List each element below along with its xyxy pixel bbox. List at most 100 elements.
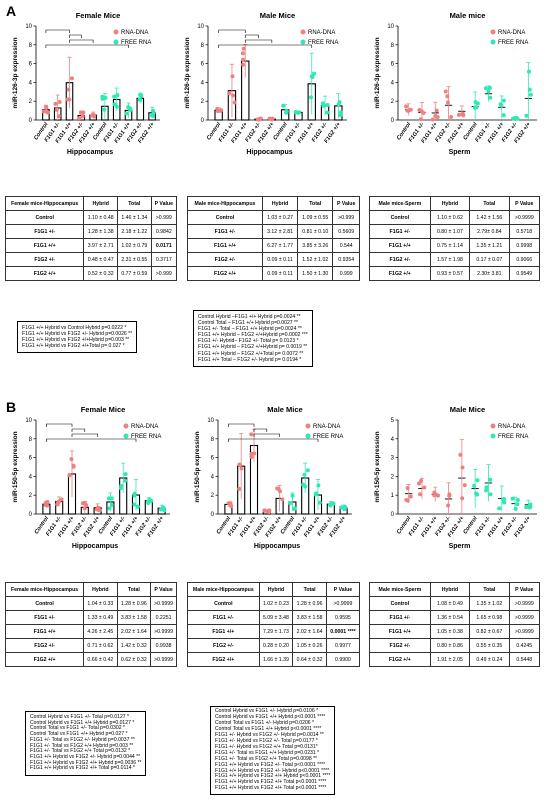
data-point	[82, 506, 87, 511]
data-point	[316, 483, 321, 488]
table-row: F1G2 +/+ 0.09 ± 0.11 1.50 ± 1.30 0.999	[187, 266, 360, 281]
table-header-cell: Hybrid	[261, 196, 299, 211]
table-cell: 1.35 ± 1.21	[469, 238, 510, 253]
table-cell: F1G2 +/+	[369, 652, 431, 667]
data-point	[527, 87, 532, 92]
legend-label: RNA-DNA	[498, 30, 525, 36]
stats-line: F1G1 +/+ Hybrid vs F1G2 +/+Total p= 0.02…	[22, 343, 125, 350]
panel-letter-b: B	[6, 399, 17, 415]
data-point	[71, 464, 76, 469]
data-point	[45, 500, 50, 505]
table-cell: 2.18 ± 1.22	[116, 224, 152, 239]
table-cell: 1.04 ± 0.33	[83, 596, 118, 611]
stats-line: Control Total vs F1G1 +/- Total p=0.0302…	[30, 725, 125, 732]
table-row: F1G1 +/- 1.28 ± 1.38 2.18 ± 1.22 0.9842	[4, 224, 178, 239]
data-point	[445, 94, 450, 99]
legend-label: FREE RNA	[308, 40, 338, 46]
x-axis-label: Hippocampus	[246, 149, 292, 156]
stats-line: F1G1 +/+ Hybrid vs F1G2 +/- Hybrid p=0.0…	[22, 331, 133, 338]
y-tick-label: 6	[29, 62, 33, 68]
significance-bracket	[69, 39, 94, 43]
data-point	[231, 93, 236, 98]
data-point	[119, 483, 124, 488]
table-cell: F1G1 +/-	[369, 224, 431, 239]
table-cell: 0.09 ± 0.11	[261, 252, 299, 267]
stats-line: F1G1 +/+ Hybrid – F1G2 +/+Hybrid p=0.000…	[198, 332, 308, 339]
data-point	[406, 108, 411, 113]
data-point	[515, 497, 520, 502]
y-tick-label: 1	[391, 493, 395, 499]
data-point	[249, 432, 254, 437]
table-b-female: Female mice-Hippocampus Hybrid Total P Valu…	[4, 582, 177, 667]
table-cell: F1G1 +/+	[4, 624, 85, 639]
data-point	[147, 497, 152, 502]
data-point	[434, 492, 439, 497]
table-cell: 1.66 ± 1.39	[258, 652, 294, 667]
table-cell: 1.28 ± 0.96	[116, 596, 152, 611]
stats-line: F1G1 +/- Hybrid vs F1G2 +/- Total p=0.01…	[215, 737, 318, 744]
table-cell: F1G1 +/+	[4, 238, 85, 253]
table-cell: Control	[187, 210, 263, 225]
chart-title: Male Mice	[450, 405, 485, 414]
table-cell: F1G1 +/-	[4, 610, 85, 625]
table-cell: 5.09 ± 3.48	[258, 610, 294, 625]
data-point	[308, 95, 313, 100]
data-point	[449, 114, 454, 119]
table-row: F1G1 +/- 5.09 ± 3.48 3.83 ± 1.58 0.9595	[187, 610, 361, 625]
data-point	[78, 110, 83, 115]
data-point	[109, 496, 114, 501]
table-row: F1G2 +/+ 0.52 ± 0.32 0.77 ± 0.59 >0.999	[4, 266, 178, 281]
data-point	[258, 116, 263, 121]
stats-box-a-male: Control Hybrid –F1G1 +/+ Hybrid p=0.0024…	[193, 310, 313, 367]
table-row: Control 1.10 ± 0.62 1.42 ± 1.56 >0.9999	[369, 210, 541, 225]
table-cell: F1G1 +/+	[369, 238, 431, 253]
table-header-cell: Male mice-Hippocampus	[187, 196, 263, 211]
data-point	[342, 507, 347, 512]
table-cell: 0.5448	[508, 652, 541, 667]
significance-bracket	[253, 428, 268, 432]
table-cell: 0.17 ± 0.07	[469, 252, 510, 267]
chart-svg-b-female: Female Mice miR-150-5p expression 0 2 4 6 8 10 R…	[12, 405, 170, 550]
data-point	[80, 114, 85, 119]
table-cell: 0.93 ± 0.57	[429, 266, 471, 281]
data-point	[526, 69, 531, 74]
data-point	[132, 491, 137, 496]
table-header-cell: Hybrid	[429, 196, 471, 211]
table-cell: 1.09 ± 0.55	[297, 210, 334, 225]
significance-bracket	[46, 438, 137, 442]
stats-line: F1G1 +/- Total vs F1G1 +/+ Hybrid p=0.02…	[215, 749, 320, 756]
table-cell: F1G2 +/-	[187, 252, 263, 267]
table-row: Control 1.04 ± 0.33 1.28 ± 0.96 >0.9999	[4, 596, 177, 611]
y-tick-label: 0	[29, 118, 33, 124]
y-tick-label: 8	[201, 43, 205, 49]
stats-line: F1G1 +/+ Hybrid vs F1G2 +/- Hybrid p<0.0…	[215, 767, 330, 774]
data-point	[422, 485, 427, 490]
table-row: Control 1.03 ± 0.27 1.09 ± 0.55 >0.999	[187, 210, 360, 225]
y-tick-label: 6	[201, 62, 205, 68]
data-point	[511, 116, 516, 121]
table-a-male: Male mice-Hippocampus Hybrid Total P Value C…	[187, 196, 360, 281]
table-cell: F1G1 +/+	[369, 624, 431, 639]
table-row: Control 1.08 ± 0.49 1.35 ± 1.02 >0.9999	[369, 596, 541, 611]
data-point	[515, 116, 520, 121]
data-point	[460, 111, 465, 116]
table-row: F1G2 +/+ 0.93 ± 0.57 2.30± 3.81 0.9549	[369, 266, 541, 281]
stats-line: F1G1 +/+ Hybrid vs F1G2 +/+ Hybrid p=0.0…	[30, 759, 142, 766]
legend-marker	[490, 29, 496, 35]
chart-svg-b-sperm: Male Mice miR-150-5p expression 0 1 2 3 4 5 RNA-…	[374, 405, 537, 550]
y-tick-label: 8	[211, 437, 215, 443]
data-point	[109, 503, 114, 508]
y-tick-label: 10	[197, 24, 204, 30]
data-point	[123, 472, 128, 477]
data-point	[241, 46, 246, 51]
table-row: F1G2 +/+ 0.66 ± 0.42 0.62 ± 0.32 >0.9999	[4, 652, 177, 667]
data-point	[456, 112, 461, 117]
data-point	[488, 492, 493, 497]
table-cell: 2.79± 0.84	[469, 224, 510, 239]
table-cell: 0.48 ± 0.47	[83, 252, 118, 267]
stats-line: F1G1 +/+ Hybrid vs F1G2 +/+ Hybrid p<0.0…	[215, 773, 331, 780]
table-cell: >0.9999	[508, 610, 541, 625]
y-axis-label: miR-150-5p expression	[194, 431, 201, 502]
x-axis-label: Hippocampus	[67, 149, 113, 156]
table-cell: >0.9999	[325, 596, 361, 611]
